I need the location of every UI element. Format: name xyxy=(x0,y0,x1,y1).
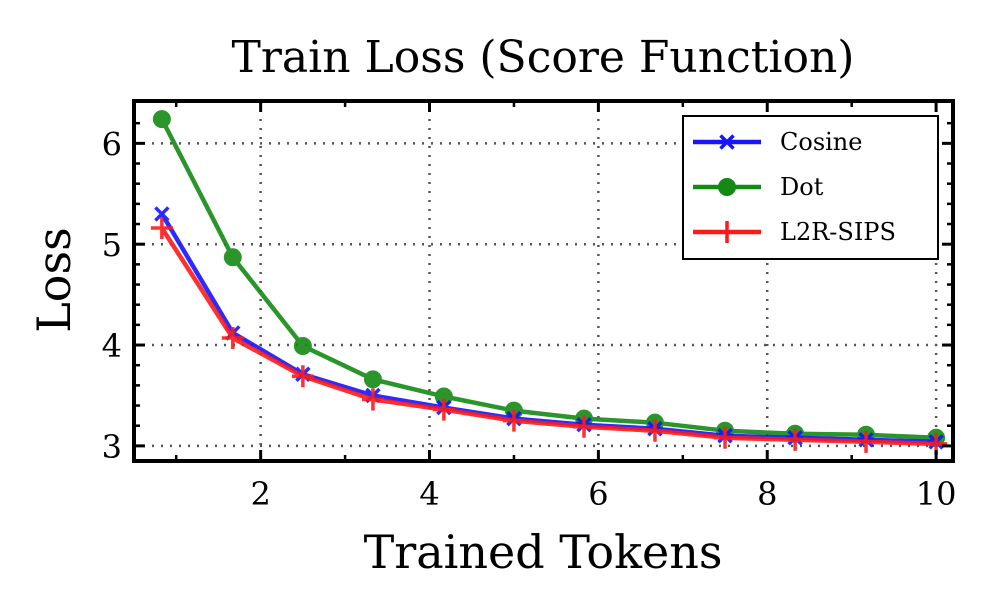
x-axis-label: Trained Tokens xyxy=(364,525,723,579)
axes-frame xyxy=(132,99,955,463)
series-layer xyxy=(150,110,948,455)
y-tick-label: 3 xyxy=(102,428,122,466)
circle-marker xyxy=(363,370,382,389)
y-tick-label: 5 xyxy=(102,226,122,264)
y-tick-label: 6 xyxy=(102,125,122,163)
grid-lines xyxy=(134,101,953,461)
plus-marker xyxy=(716,221,738,243)
series-line xyxy=(159,118,937,441)
plus-marker xyxy=(150,217,173,240)
plus-marker xyxy=(643,419,666,442)
plus-marker xyxy=(432,398,455,421)
circle-marker xyxy=(152,110,171,129)
series-dot xyxy=(152,110,946,447)
circle-marker xyxy=(293,337,312,356)
x-tick-label: 8 xyxy=(757,475,777,513)
plot-frame xyxy=(132,99,955,463)
legend-label: L2R-SIPS xyxy=(780,218,896,246)
x-marker xyxy=(154,206,170,222)
plus-marker xyxy=(714,426,737,449)
plus-marker xyxy=(291,365,314,388)
legend-label: Cosine xyxy=(780,128,862,156)
plus-marker xyxy=(855,430,878,453)
circle-marker xyxy=(718,178,736,196)
series-l2r-sips xyxy=(150,217,948,455)
plus-marker xyxy=(502,409,525,432)
plus-marker xyxy=(361,388,384,411)
plus-marker xyxy=(784,428,807,451)
legend: Cosine Dot L2R-SIPS xyxy=(682,115,939,260)
circle-marker xyxy=(223,248,242,267)
x-tick-label: 4 xyxy=(419,475,439,513)
x-marker xyxy=(719,134,735,150)
series-line xyxy=(160,226,937,447)
y-tick-label: 4 xyxy=(102,327,122,365)
x-tick-label: 2 xyxy=(250,475,270,513)
tick-layer: 2 4 6 8 10 3 4 5 6 xyxy=(102,101,957,513)
x-tick-label: 6 xyxy=(588,475,608,513)
legend-label: Dot xyxy=(780,173,824,201)
plus-marker xyxy=(573,415,596,438)
y-axis-label: Loss xyxy=(27,227,81,332)
chart-title: Train Loss (Score Function) xyxy=(232,32,855,83)
x-tick-label: 10 xyxy=(916,475,957,513)
plus-marker xyxy=(221,326,244,349)
